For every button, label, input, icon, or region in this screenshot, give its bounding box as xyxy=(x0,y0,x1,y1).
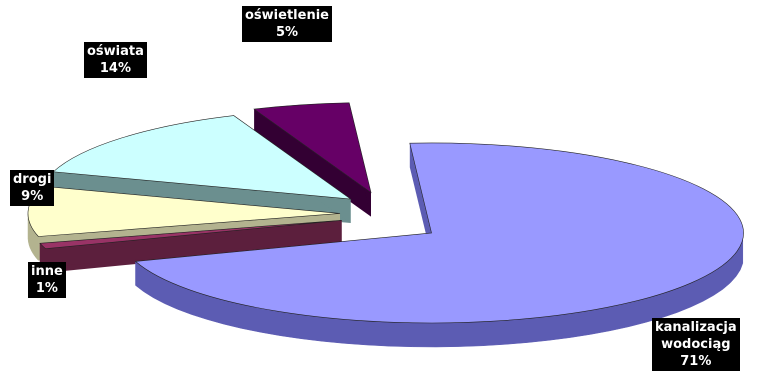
slice-label-drogi-name: drogi xyxy=(13,172,52,187)
slice-label-kanalizacja-line1: kanalizacja xyxy=(655,320,737,335)
slice-label-oswietlenie: oświetlenie 5% xyxy=(242,6,332,42)
slice-label-drogi-value: 9% xyxy=(21,189,44,204)
slice-label-oswietlenie-value: 5% xyxy=(275,25,299,40)
slice-label-inne-value: 1% xyxy=(35,281,58,296)
slice-label-oswietlenie-name: oświetlenie xyxy=(245,8,329,23)
slice-label-drogi: drogi 9% xyxy=(10,170,55,206)
slice-label-inne: inne 1% xyxy=(28,262,66,298)
slice-label-inne-name: inne xyxy=(31,264,63,279)
slice-label-oswiata-value: 14% xyxy=(99,61,132,76)
slice-label-kanalizacja: kanalizacja wodociąg 71% xyxy=(652,318,740,371)
slice-kanalizacja-wodociąg xyxy=(134,142,744,324)
slice-oświata xyxy=(52,115,352,200)
slice-label-oswiata-name: oświata xyxy=(87,44,144,59)
slice-label-kanalizacja-value: 71% xyxy=(680,354,712,369)
slice-label-kanalizacja-line2: wodociąg xyxy=(661,337,731,352)
slice-inne xyxy=(39,219,342,250)
slice-label-oswiata: oświata 14% xyxy=(84,42,147,78)
slice-oświetlenie xyxy=(253,102,372,194)
